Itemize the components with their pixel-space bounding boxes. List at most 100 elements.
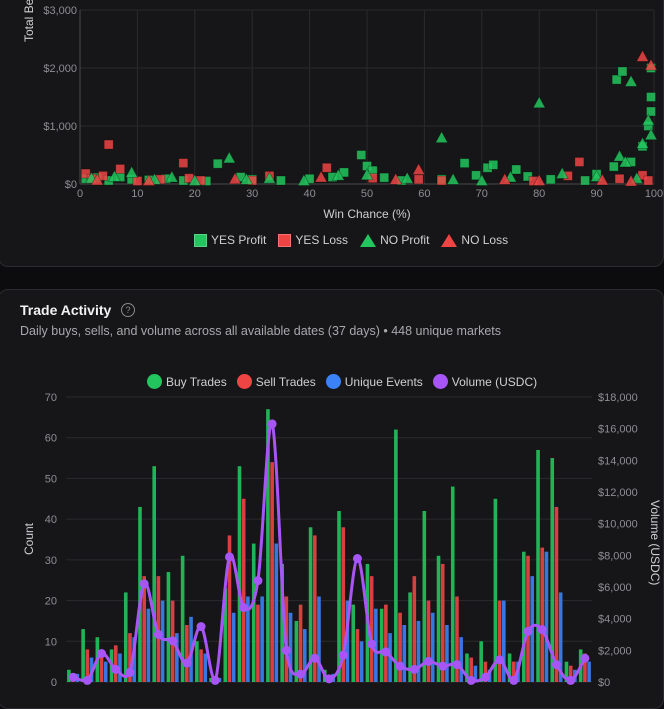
yes-profit-swatch: [194, 233, 207, 247]
count-tick: 30: [45, 555, 57, 567]
yes-loss-point: [132, 176, 143, 186]
sell-trades-bar: [469, 657, 473, 682]
no-profit-point: [331, 168, 345, 181]
unique-events-bar: [416, 620, 421, 682]
volume-point: [82, 675, 92, 685]
volume-point: [125, 668, 135, 677]
no-loss-point: [314, 170, 328, 183]
unique-events-bar: [317, 596, 321, 682]
legend-no-loss-label: NO Loss: [461, 233, 509, 247]
no-profit-point: [188, 173, 202, 186]
volume-point: [580, 653, 590, 663]
yes-loss-point: [574, 157, 585, 167]
unique-events-bar: [288, 612, 293, 682]
help-icon[interactable]: ?: [121, 303, 135, 317]
buy-trades-bar: [123, 592, 128, 682]
legend-yes-profit[interactable]: YES Profit: [194, 233, 266, 247]
no-loss-point: [90, 173, 104, 186]
sell-trades-bar: [241, 498, 246, 682]
volume-swatch: [432, 374, 448, 389]
count-tick: 10: [45, 636, 57, 648]
legend-buy-label: Buy Trades: [166, 374, 227, 389]
no-profit-point: [360, 167, 374, 181]
legend-volume[interactable]: Volume (USDC): [432, 374, 538, 389]
unique-events-bar: [246, 596, 250, 682]
legend-sell-trades[interactable]: Sell Trades: [236, 374, 316, 389]
volume-point: [367, 639, 377, 649]
buy-trades-bar: [465, 653, 469, 682]
yes-profit-point: [471, 170, 481, 181]
buy-trades-bar: [564, 661, 569, 682]
sell-trades-bar: [440, 563, 445, 682]
volume-point: [395, 661, 405, 671]
activity-legend: Buy Trades Sell Trades Unique Events Vol…: [147, 374, 537, 389]
yes-loss-point: [80, 168, 91, 179]
buy-trades-bar: [550, 458, 555, 682]
scatter-y-label: Total Bet Size: [22, 0, 36, 42]
yes-loss-point: [413, 174, 424, 185]
yes-loss-point: [436, 175, 447, 186]
buy-trades-bar: [180, 555, 185, 682]
unique-events-bar: [544, 551, 549, 682]
scatter-x-tick: 100: [645, 188, 663, 200]
no-profit-point: [297, 173, 311, 186]
no-profit-point: [624, 74, 638, 87]
legend-no-profit-label: NO Profit: [380, 233, 430, 247]
yes-loss-point: [614, 173, 625, 184]
buy-trades-bar: [223, 588, 228, 682]
sell-trades-bar: [199, 649, 203, 682]
sell-trades-bar: [583, 653, 587, 682]
no-loss-point: [644, 58, 658, 71]
no-profit-point: [641, 113, 655, 126]
volume-point: [224, 552, 234, 562]
buy-trades-bar: [308, 527, 313, 682]
legend-unique-events[interactable]: Unique Events: [325, 374, 423, 389]
sell-trades-bar: [156, 576, 161, 682]
no-loss-point: [595, 173, 610, 186]
legend-buy-trades[interactable]: Buy Trades: [147, 374, 227, 389]
legend-volume-label: Volume (USDC): [451, 374, 538, 389]
unique-events-bar: [445, 625, 449, 682]
legend-sell-label: Sell Trades: [255, 374, 316, 389]
volume-tick: $12,000: [598, 487, 638, 499]
scatter-x-tick: 80: [533, 188, 545, 200]
no-profit-point: [618, 155, 632, 168]
no-profit-point: [589, 169, 604, 182]
volume-point: [424, 656, 434, 666]
legend-no-profit[interactable]: NO Profit: [360, 233, 429, 247]
yes-profit-point: [459, 158, 470, 169]
sell-trades-bar: [227, 535, 232, 682]
buy-trades-bar: [152, 466, 157, 682]
no-profit-point: [124, 165, 139, 178]
yes-profit-point: [611, 74, 622, 85]
sell-trades-bar: [526, 555, 530, 682]
volume-tick: $2,000: [598, 645, 632, 657]
unique-events-bar: [402, 625, 407, 682]
yes-loss-point: [98, 170, 108, 181]
unique-events-bar: [103, 661, 108, 682]
volume-point: [409, 664, 419, 674]
sell-trades-bar: [455, 596, 459, 682]
buy-trades-bar: [422, 511, 427, 682]
scatter-y-tick: $0: [65, 179, 77, 191]
volume-point: [281, 645, 291, 655]
legend-no-loss[interactable]: NO Loss: [441, 233, 508, 247]
sell-trades-bar: [99, 653, 104, 682]
yes-loss-point: [178, 158, 189, 169]
no-profit-point: [434, 130, 449, 144]
volume-point: [352, 554, 362, 563]
no-loss-point: [624, 174, 638, 187]
sell-trades-bar: [142, 576, 146, 682]
volume-point: [324, 674, 334, 684]
volume-point: [381, 647, 391, 657]
volume-point: [196, 622, 206, 632]
volume-point: [338, 650, 348, 660]
volume-point: [253, 576, 263, 586]
buy-trades-bar: [81, 629, 85, 682]
legend-yes-loss[interactable]: YES Loss: [278, 233, 348, 247]
buy-trades-bar: [280, 563, 284, 682]
buy-trades-bar: [166, 572, 171, 682]
volume-point: [452, 660, 462, 670]
sell-trades-bar: [298, 604, 303, 682]
buy-trades-bar: [351, 604, 356, 682]
